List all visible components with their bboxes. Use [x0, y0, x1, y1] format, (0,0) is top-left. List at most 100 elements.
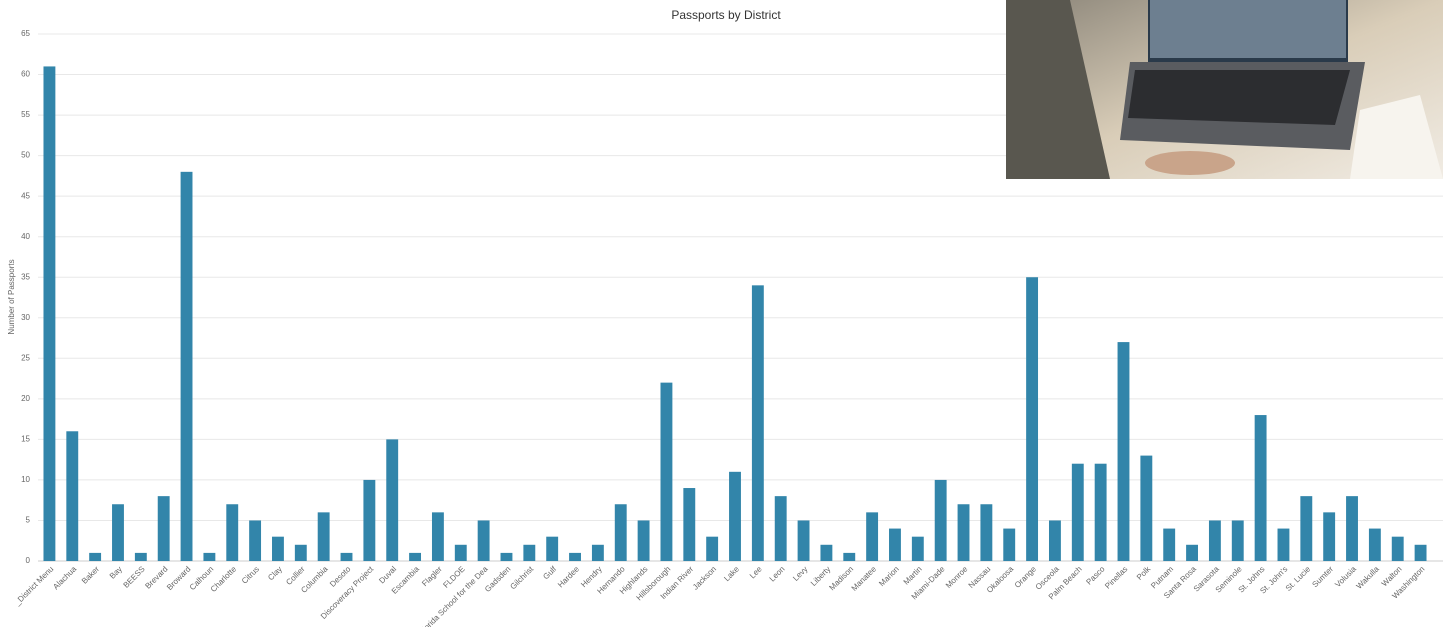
x-tick-label: Baker [80, 564, 101, 585]
x-tick-label: Citrus [240, 565, 261, 586]
bar [431, 512, 444, 561]
bar [820, 544, 833, 561]
bar [843, 552, 856, 561]
bar [272, 536, 284, 561]
bar [866, 512, 879, 561]
x-tick-label: Lee [748, 564, 764, 580]
y-axis-label: Number of Passports [7, 259, 16, 334]
bar [1414, 544, 1427, 561]
bar [1368, 528, 1381, 561]
bar [203, 552, 216, 561]
bar [500, 552, 513, 561]
bar [249, 520, 262, 561]
y-tick-label: 20 [21, 394, 30, 403]
x-tick-label: Gilchrist [508, 564, 535, 591]
x-tick-label: Monroe [944, 564, 970, 590]
x-tick-label: BEESS [122, 565, 147, 590]
bar [1071, 463, 1084, 561]
bar [569, 552, 581, 561]
x-tick-label: Gulf [541, 564, 558, 581]
y-tick-label: 35 [21, 272, 30, 281]
bar [934, 479, 947, 561]
bar [523, 544, 536, 561]
bar [911, 536, 924, 561]
bar [226, 504, 239, 561]
bar [409, 552, 422, 561]
y-tick-label: 0 [26, 556, 31, 565]
bar [1003, 528, 1016, 561]
bar [1140, 455, 1153, 561]
x-tick-label: Lake [722, 564, 741, 583]
y-tick-label: 65 [21, 29, 30, 38]
bar [751, 285, 764, 561]
bar [1186, 544, 1198, 561]
y-tick-label: 30 [21, 313, 30, 322]
bar [591, 544, 604, 561]
bar [1117, 342, 1130, 561]
bar [386, 439, 399, 561]
bar [363, 479, 376, 561]
bar [637, 520, 650, 561]
x-tick-label: Charlotte [209, 564, 239, 594]
bar [1254, 415, 1267, 561]
x-tick-label: Pinellas [1103, 565, 1129, 591]
x-tick-label: Hardee [556, 564, 581, 589]
x-tick-label: Duval [377, 564, 398, 585]
bar [1048, 520, 1061, 561]
x-tick-label: Clay [266, 565, 284, 583]
bar [89, 552, 102, 561]
bar [1094, 463, 1107, 561]
bar [729, 471, 741, 561]
bar [294, 544, 307, 561]
x-tick-label: Levy [791, 565, 809, 583]
bar [134, 552, 147, 561]
y-tick-label: 50 [21, 151, 30, 160]
bar [454, 544, 467, 561]
x-tick-label: _District Menu [12, 565, 55, 608]
bar [1346, 496, 1358, 561]
x-tick-label: Alachua [51, 564, 78, 591]
x-tick-label: Broward [165, 565, 192, 592]
y-tick-label: 55 [21, 110, 30, 119]
y-tick-label: 15 [21, 434, 30, 443]
y-tick-label: 25 [21, 353, 30, 362]
bar [1300, 496, 1313, 561]
x-tick-label: Manatee [850, 564, 879, 593]
bar [340, 552, 353, 561]
x-tick-label: Polk [1135, 564, 1153, 582]
bar [889, 528, 901, 561]
bar [477, 520, 490, 561]
bar [1277, 528, 1290, 561]
bar [317, 512, 330, 561]
x-tick-label: Flagler [420, 564, 444, 588]
bar [660, 382, 673, 561]
bar [1163, 528, 1176, 561]
x-tick-label: Sumter [1310, 564, 1335, 589]
x-tick-label: Wakulla [1355, 564, 1382, 591]
bar [614, 504, 627, 561]
y-tick-label: 5 [26, 516, 31, 525]
bar [1231, 520, 1244, 561]
bar [706, 536, 719, 561]
bar [180, 171, 193, 562]
bar [1391, 536, 1404, 561]
bar [157, 496, 170, 561]
bar [797, 520, 810, 561]
bar [774, 496, 787, 561]
x-tick-label: Leon [768, 565, 787, 584]
y-tick-label: 45 [21, 191, 30, 200]
y-tick-label: 10 [21, 475, 30, 484]
x-tick-label: Marion [877, 565, 901, 589]
x-tick-label: Bay [108, 565, 124, 581]
x-tick-label: St. Lucie [1284, 564, 1313, 593]
bar [683, 488, 696, 561]
bar [1208, 520, 1221, 561]
bar [1026, 277, 1039, 561]
bar [957, 504, 970, 561]
bar [546, 536, 559, 561]
bar [112, 504, 124, 561]
bar [1323, 512, 1336, 561]
chart-title: Passports by District [671, 8, 781, 22]
x-tick-label: Jackson [691, 565, 718, 592]
